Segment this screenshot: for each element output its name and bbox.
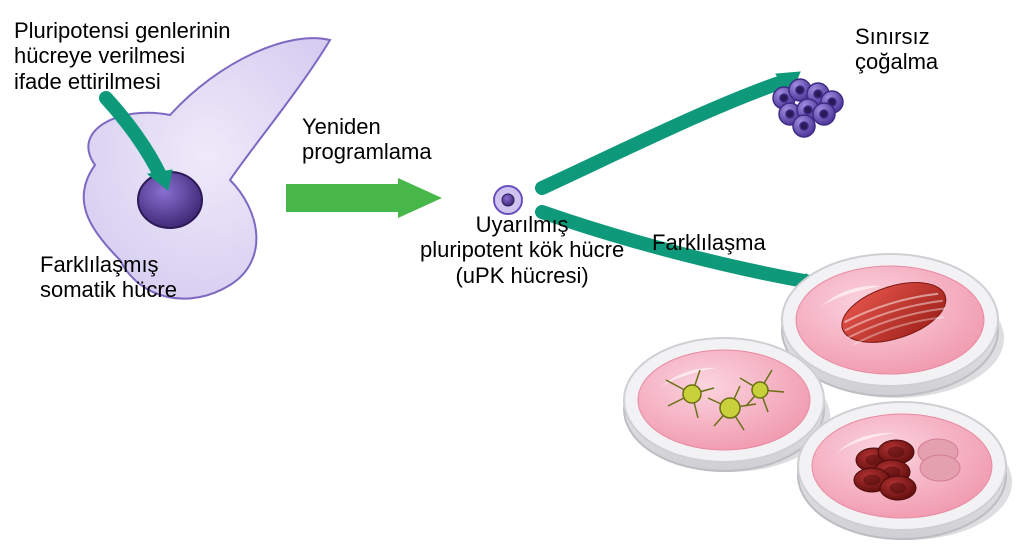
petri-dish-neurons xyxy=(624,338,830,472)
label-proliferation: Sınırsız çoğalma xyxy=(855,24,938,75)
label-ipsc: Uyarılmış pluripotent kök hücre (uPK hüc… xyxy=(420,212,624,288)
petri-dish-rbc xyxy=(798,402,1012,540)
arrow-reprogramming xyxy=(286,178,442,218)
label-differentiation: Farklılaşma xyxy=(652,230,766,255)
arrow-to-proliferation xyxy=(542,72,800,188)
diagram-stage: Pluripotensi genlerinin hücreye verilmes… xyxy=(0,0,1024,556)
label-reprogram: Yeniden programlama xyxy=(302,114,432,165)
ipsc-cell-graphic xyxy=(494,186,522,214)
label-gene-delivery: Pluripotensi genlerinin hücreye verilmes… xyxy=(14,18,230,94)
proliferation-cluster xyxy=(773,79,843,137)
label-somatic-cell: Farklılaşmış somatik hücre xyxy=(40,252,177,303)
